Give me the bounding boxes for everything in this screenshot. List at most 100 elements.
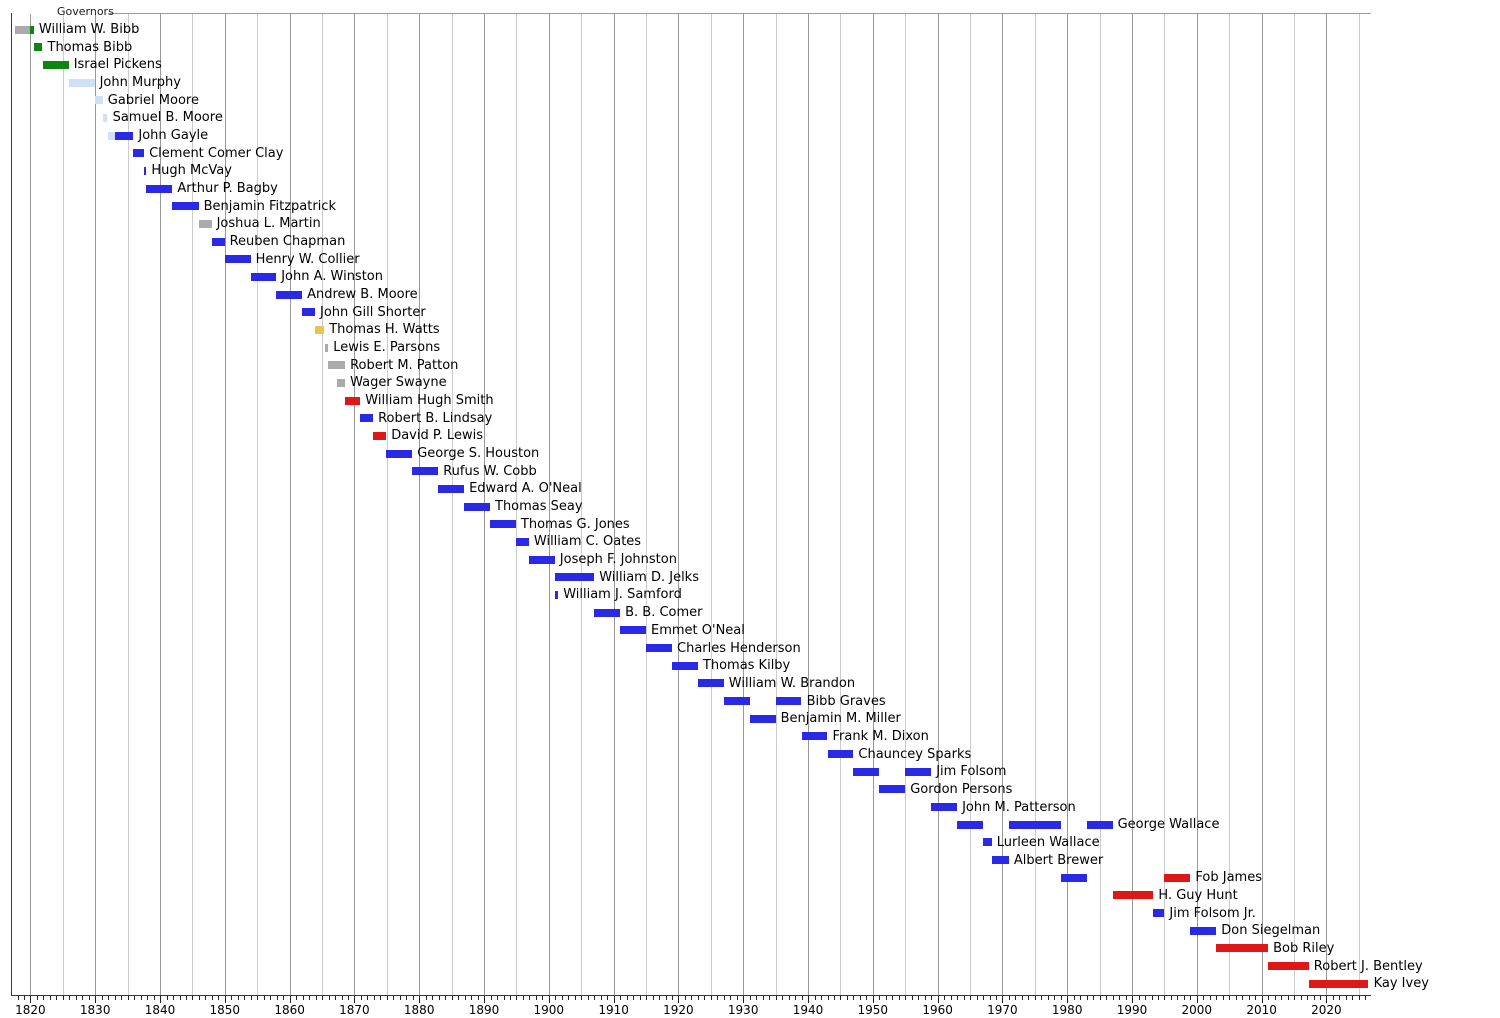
axis-tick — [250, 996, 252, 1000]
axis-tick — [211, 996, 213, 1000]
term-bar — [515, 537, 529, 546]
axis-tick-label: 1850 — [209, 1003, 241, 1017]
axis-tick — [788, 996, 790, 1000]
governor-label: Jim Folsom Jr. — [1169, 905, 1256, 921]
axis-tick — [1145, 996, 1146, 1000]
axis-tick — [367, 996, 369, 1000]
axis-tick — [529, 996, 531, 1000]
gridline — [1164, 14, 1166, 995]
term-bar — [490, 520, 516, 529]
axis-tick — [309, 996, 311, 1000]
axis-tick-label: 1940 — [792, 1003, 824, 1017]
gridline — [1034, 14, 1036, 995]
governor-label: Rufus W. Cobb — [443, 463, 537, 479]
axis-tick — [276, 996, 278, 1000]
governor-label: Lewis E. Parsons — [333, 340, 441, 356]
gridline — [30, 14, 32, 995]
axis-tick — [808, 996, 809, 1003]
axis-tick — [82, 996, 84, 1000]
axis-tick — [186, 996, 187, 1000]
axis-tick — [1209, 996, 1211, 1000]
axis-tick-label: 1880 — [403, 1003, 435, 1017]
axis-tick — [639, 996, 641, 1000]
axis-tick-label: 1970 — [987, 1003, 1018, 1017]
axis-tick — [56, 996, 58, 1000]
gridline — [646, 14, 647, 995]
axis-tick — [542, 996, 544, 1000]
gridline — [1229, 14, 1231, 995]
axis-tick — [1119, 996, 1121, 1000]
axis-tick — [218, 996, 220, 1000]
axis-tick — [354, 996, 356, 1003]
axis-tick — [1320, 996, 1321, 1000]
axis-tick — [1041, 996, 1043, 1000]
axis-tick — [996, 996, 997, 1000]
axis-tick — [1294, 996, 1295, 1000]
term-bar — [94, 96, 103, 105]
axis-tick — [646, 996, 647, 1000]
axis-tick — [373, 996, 375, 1000]
axis-tick-label: 1950 — [857, 1003, 889, 1017]
term-bar — [1164, 873, 1191, 882]
axis-tick — [516, 996, 518, 1000]
axis-tick — [1132, 996, 1133, 1003]
axis-tick-label: 1930 — [727, 1003, 759, 1017]
axis-tick — [17, 996, 19, 1000]
axis-tick — [198, 996, 200, 1000]
axis-tick — [730, 996, 732, 1000]
term-bar — [464, 502, 490, 511]
axis-tick — [561, 996, 563, 1000]
term-bar — [723, 697, 750, 705]
gridline — [775, 14, 777, 995]
axis-tick — [419, 996, 421, 1003]
axis-tick — [659, 996, 660, 1000]
axis-tick — [1365, 996, 1367, 1000]
term-bar — [360, 414, 374, 423]
axis-tick — [445, 996, 447, 1000]
governor-label: Bibb Graves — [806, 693, 886, 709]
axis-tick — [769, 996, 771, 1000]
governor-label: William Hugh Smith — [365, 393, 494, 409]
axis-tick — [1080, 996, 1082, 1000]
axis-tick — [717, 996, 719, 1000]
axis-tick — [574, 996, 576, 1000]
governor-label: Robert B. Lindsay — [378, 410, 493, 426]
axis-tick — [192, 996, 194, 1000]
term-bar — [144, 166, 147, 175]
term-bar — [775, 697, 802, 705]
gridline — [386, 14, 388, 995]
term-bar — [29, 25, 34, 34]
governor-label: William D. Jelks — [599, 569, 699, 585]
axis-tick — [270, 996, 272, 1000]
axis-tick — [296, 996, 298, 1000]
governor-label: Thomas Bibb — [47, 39, 133, 55]
governor-label: Thomas G. Jones — [520, 516, 630, 532]
axis-tick — [95, 996, 97, 1003]
axis-tick — [173, 996, 174, 1000]
axis-tick — [1203, 996, 1205, 1000]
axis-tick — [257, 996, 259, 1000]
axis-tick — [587, 996, 589, 1000]
axis-tick — [1332, 996, 1334, 1000]
axis-tick — [821, 996, 822, 1000]
gridline — [743, 14, 745, 995]
governor-label: Wager Swayne — [350, 375, 447, 391]
axis-tick — [892, 996, 894, 1000]
axis-tick — [1222, 996, 1224, 1000]
axis-tick — [762, 996, 764, 1000]
axis-tick — [205, 996, 207, 1000]
gridline — [678, 14, 680, 995]
governor-label: Samuel B. Moore — [112, 110, 223, 126]
governor-label: Frank M. Dixon — [832, 728, 929, 744]
term-bar — [302, 308, 316, 317]
axis-tick — [710, 996, 712, 1000]
axis-tick — [140, 996, 142, 1000]
axis-tick — [335, 996, 336, 1000]
governor-label: William J. Samford — [563, 587, 682, 603]
axis-tick — [950, 996, 952, 1000]
axis-tick — [1248, 996, 1250, 1000]
axis-tick — [386, 996, 388, 1000]
gridline — [970, 14, 971, 995]
term-bar — [554, 573, 595, 582]
axis-tick — [1274, 996, 1276, 1000]
